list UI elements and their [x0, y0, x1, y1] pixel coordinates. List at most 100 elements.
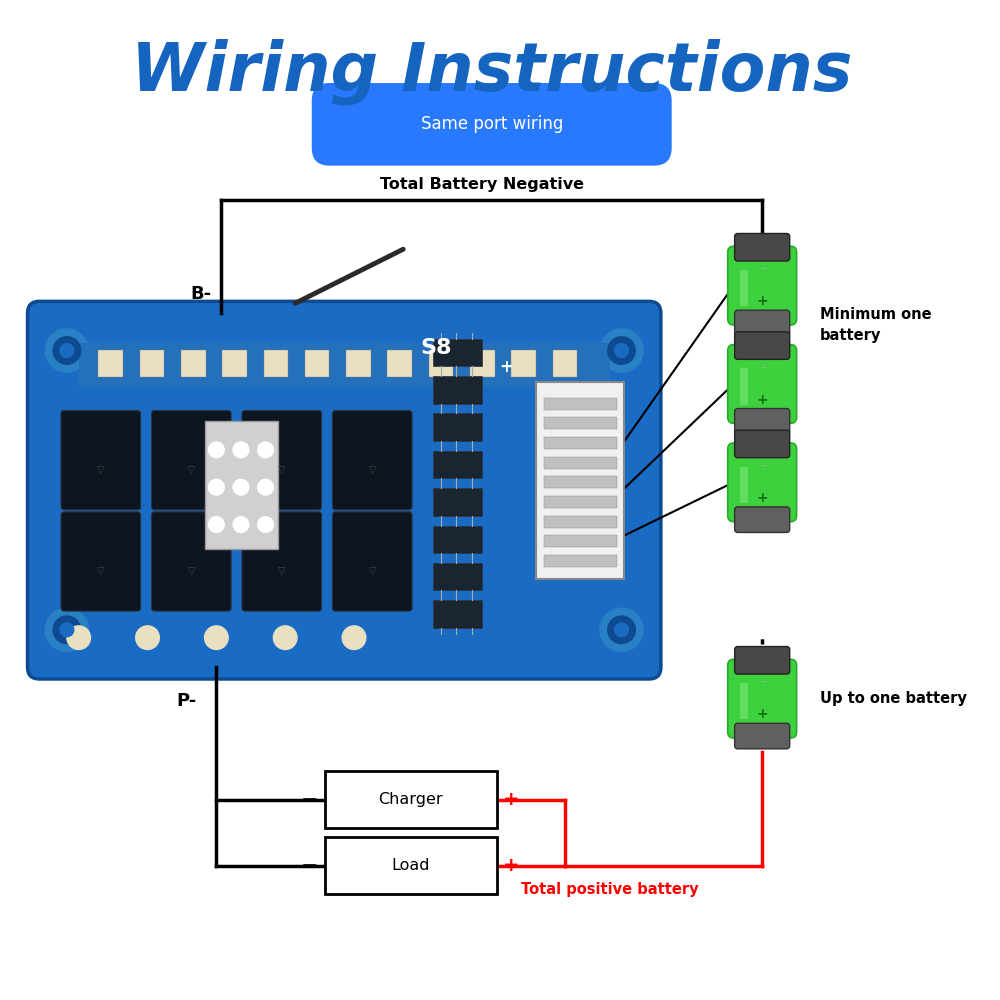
Bar	[553, 350, 577, 377]
Text: ─: ─	[760, 362, 765, 371]
Bar	[544, 398, 617, 410]
FancyBboxPatch shape	[242, 512, 322, 611]
Circle shape	[60, 623, 74, 637]
FancyBboxPatch shape	[728, 443, 797, 522]
FancyBboxPatch shape	[735, 723, 790, 749]
Bar	[740, 467, 748, 503]
Circle shape	[600, 608, 643, 651]
Circle shape	[67, 626, 90, 649]
Circle shape	[608, 337, 635, 364]
Circle shape	[615, 623, 628, 637]
Bar	[433, 526, 482, 553]
FancyBboxPatch shape	[735, 647, 790, 674]
Text: +: +	[503, 856, 520, 875]
Bar	[433, 376, 482, 404]
Bar	[98, 350, 123, 377]
Circle shape	[258, 442, 273, 458]
Bar	[740, 368, 748, 405]
Text: −: −	[301, 790, 319, 810]
FancyBboxPatch shape	[735, 430, 790, 458]
FancyBboxPatch shape	[61, 512, 141, 611]
Bar	[140, 350, 164, 377]
Circle shape	[233, 479, 249, 495]
Bar	[325, 837, 497, 894]
Text: Wiring Instructions: Wiring Instructions	[131, 39, 852, 105]
Text: +: +	[756, 707, 768, 721]
Bar	[544, 417, 617, 429]
Bar	[387, 350, 412, 377]
Text: B-: B-	[190, 285, 211, 303]
Circle shape	[53, 616, 81, 644]
Text: S8: S8	[420, 338, 451, 358]
Circle shape	[258, 479, 273, 495]
Text: −: −	[301, 856, 319, 876]
Bar	[433, 488, 482, 516]
Text: +: +	[503, 790, 520, 809]
Bar	[305, 350, 329, 377]
Text: Up to one battery: Up to one battery	[820, 691, 967, 706]
FancyBboxPatch shape	[735, 233, 790, 261]
Text: ▽: ▽	[97, 465, 105, 475]
Bar	[222, 350, 247, 377]
Bar	[205, 421, 278, 549]
Bar	[325, 771, 497, 828]
FancyBboxPatch shape	[151, 411, 231, 510]
Circle shape	[273, 626, 297, 649]
Text: ─: ─	[760, 263, 765, 272]
Bar	[433, 413, 482, 441]
Circle shape	[342, 626, 366, 649]
Text: +: +	[500, 358, 513, 376]
Circle shape	[45, 329, 89, 372]
Text: ▽: ▽	[368, 465, 376, 475]
Bar	[544, 516, 617, 528]
Circle shape	[53, 337, 81, 364]
Bar	[264, 350, 288, 377]
Circle shape	[608, 616, 635, 644]
Bar	[544, 535, 617, 547]
Circle shape	[136, 626, 159, 649]
Text: ─: ─	[760, 460, 765, 469]
Bar	[740, 270, 748, 306]
Text: ▽: ▽	[278, 566, 286, 576]
FancyBboxPatch shape	[151, 512, 231, 611]
FancyBboxPatch shape	[728, 345, 797, 423]
Bar	[740, 683, 748, 719]
FancyBboxPatch shape	[728, 659, 797, 738]
Bar	[433, 600, 482, 628]
FancyBboxPatch shape	[735, 310, 790, 336]
Text: Minimum one
battery: Minimum one battery	[820, 307, 932, 343]
Bar	[544, 437, 617, 449]
Text: ▽: ▽	[97, 566, 105, 576]
FancyBboxPatch shape	[28, 301, 661, 679]
Text: +: +	[756, 294, 768, 308]
Bar	[181, 350, 206, 377]
Bar	[429, 350, 453, 377]
Text: ▽: ▽	[188, 465, 195, 475]
Bar	[346, 350, 371, 377]
Text: ▽: ▽	[368, 566, 376, 576]
Circle shape	[208, 517, 224, 532]
Bar	[433, 563, 482, 590]
Circle shape	[233, 517, 249, 532]
Bar	[536, 382, 624, 579]
Circle shape	[205, 626, 228, 649]
FancyBboxPatch shape	[735, 507, 790, 532]
Text: Total Battery Negative: Total Battery Negative	[380, 177, 584, 192]
FancyBboxPatch shape	[728, 246, 797, 325]
FancyBboxPatch shape	[735, 332, 790, 359]
Text: Load: Load	[391, 858, 430, 873]
Circle shape	[233, 442, 249, 458]
Text: Total positive battery: Total positive battery	[521, 882, 699, 897]
Bar	[433, 339, 482, 366]
Bar	[511, 350, 536, 377]
FancyBboxPatch shape	[735, 409, 790, 434]
Text: Same port wiring: Same port wiring	[421, 115, 563, 133]
Circle shape	[208, 442, 224, 458]
Bar	[544, 457, 617, 469]
Text: +: +	[756, 393, 768, 407]
Circle shape	[60, 344, 74, 357]
Text: ▽: ▽	[188, 566, 195, 576]
Bar	[433, 451, 482, 478]
FancyBboxPatch shape	[242, 411, 322, 510]
Circle shape	[615, 344, 628, 357]
